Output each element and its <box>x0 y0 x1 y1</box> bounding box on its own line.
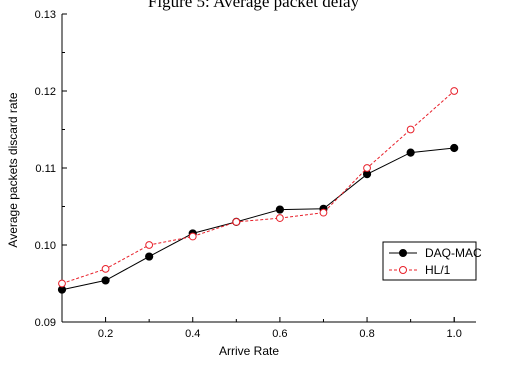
legend: DAQ-MAC HL/1 <box>382 241 482 281</box>
data-point-0 <box>275 205 284 214</box>
data-point-0 <box>406 148 415 157</box>
x-ticks: 0.2 0.4 0.6 0.8 1.0 <box>98 317 462 340</box>
data-point-1 <box>145 241 154 249</box>
figure-title: Figure 5: Average packet delay <box>147 0 360 11</box>
series-line-0 <box>61 147 455 291</box>
legend-marker-0 <box>399 249 407 257</box>
x-tick-label: 0.8 <box>359 328 374 340</box>
x-tick-label: 0.4 <box>185 328 200 340</box>
data-point-1 <box>450 87 459 95</box>
data-point-1 <box>275 214 284 222</box>
y-axis-label: Average packets discard rate <box>6 92 20 248</box>
data-point-1 <box>406 125 415 134</box>
x-tick-label: 0.6 <box>272 328 287 340</box>
legend-marker-1 <box>399 266 407 274</box>
x-axis-label: Arrive Rate <box>219 344 279 358</box>
y-tick-label: 0.12 <box>35 86 56 98</box>
y-tick-label: 0.13 <box>35 9 56 21</box>
x-tick-label: 1.0 <box>447 328 462 340</box>
y-ticks: 0.09 0.10 0.11 0.12 0.13 <box>35 9 67 329</box>
data-point-0 <box>450 143 459 153</box>
data-point-1 <box>58 279 66 288</box>
plot-area <box>57 87 459 294</box>
legend-box <box>382 241 477 281</box>
data-point-1 <box>232 218 241 226</box>
legend-label-0: DAQ-MAC <box>425 246 482 260</box>
x-tick-label: 0.2 <box>98 328 113 340</box>
data-point-0 <box>145 252 154 261</box>
y-tick-label: 0.11 <box>35 163 56 175</box>
data-point-0 <box>101 276 110 285</box>
y-tick-label: 0.09 <box>35 317 56 329</box>
data-point-1 <box>188 232 197 241</box>
y-tick-label: 0.10 <box>35 240 56 252</box>
legend-label-1: HL/1 <box>425 263 451 277</box>
series-line-1 <box>61 90 455 284</box>
data-point-1 <box>363 164 371 172</box>
data-point-1 <box>319 208 328 217</box>
data-point-1 <box>101 264 110 273</box>
